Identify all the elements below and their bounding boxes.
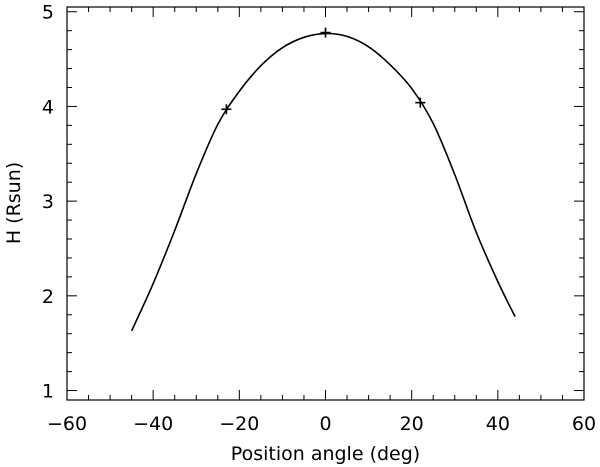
plus-marker — [221, 104, 232, 115]
x-tick-label: 60 — [572, 413, 596, 435]
y-axis-label: H (Rsun) — [3, 162, 25, 244]
plus-marker — [415, 97, 426, 108]
series-line — [130, 32, 516, 332]
y-tick-label: 2 — [42, 286, 54, 308]
x-tick-label: 20 — [400, 413, 424, 435]
x-tick-label: −20 — [219, 413, 259, 435]
x-axis-label: Position angle (deg) — [231, 443, 420, 465]
plot-series — [130, 27, 516, 332]
tick-labels: −60 −40 −20 0 20 40 60 1 2 3 4 5 — [42, 2, 596, 435]
y-tick-label: 3 — [42, 191, 54, 213]
plot-frame — [66, 6, 585, 401]
x-tick-label: 0 — [319, 413, 331, 435]
x-tick-label: −60 — [47, 413, 87, 435]
x-tick-label: 40 — [486, 413, 510, 435]
plus-marker — [320, 27, 331, 38]
axis-ticks — [66, 7, 585, 400]
y-tick-label: 5 — [42, 2, 54, 24]
y-tick-label: 4 — [42, 96, 54, 118]
x-tick-label: −40 — [133, 413, 173, 435]
y-tick-label: 1 — [42, 381, 54, 403]
